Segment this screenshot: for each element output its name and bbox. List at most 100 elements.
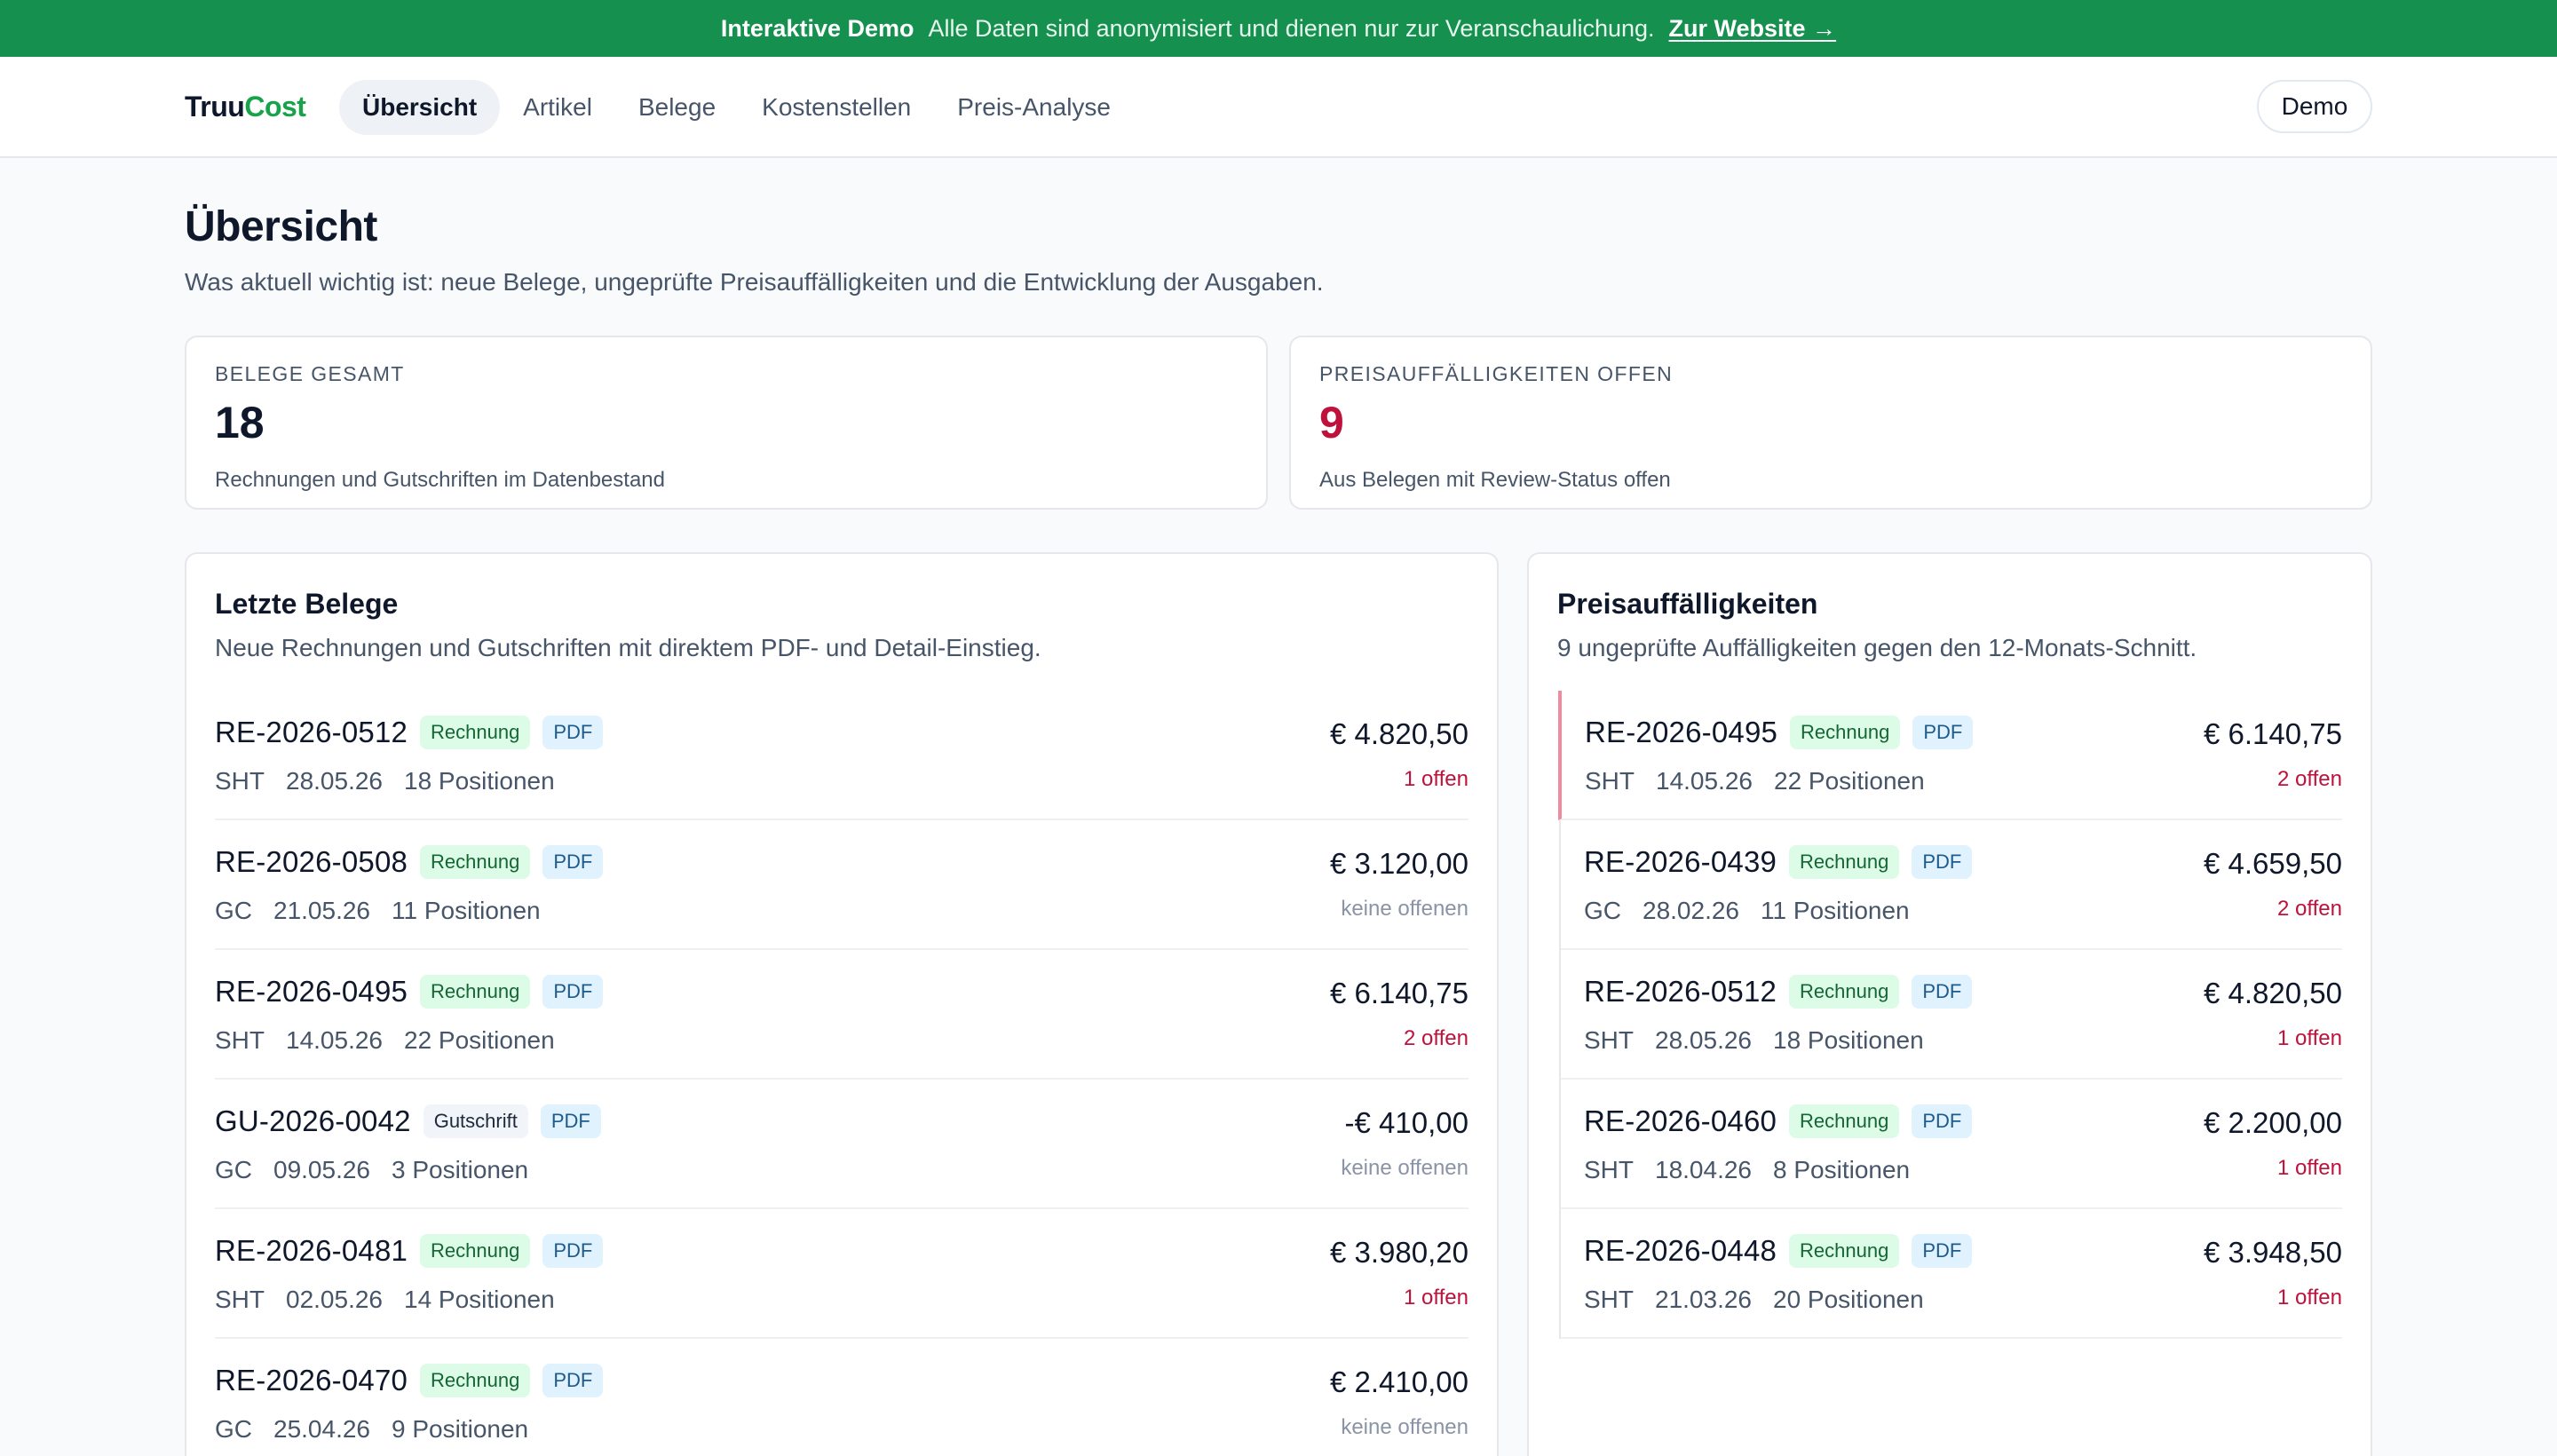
- document-row[interactable]: GU-2026-0042 Gutschrift PDF GC 09.05.26 3 Pos…: [215, 1080, 1468, 1209]
- document-meta: GC 28.02.26 11 Positionen: [1584, 897, 1910, 925]
- open-count: 1 offen: [2277, 1286, 2342, 1310]
- document-amount: € 4.659,50: [2204, 847, 2342, 880]
- document-id[interactable]: RE-2026-0439: [1584, 845, 1777, 878]
- open-count: 1 offen: [2277, 1156, 2342, 1180]
- document-header: RE-2026-0448 Rechnung PDF: [1584, 1234, 1973, 1268]
- top-navigation: TruuCost Übersicht Artikel Belege Kosten…: [0, 57, 2557, 158]
- document-row[interactable]: RE-2026-0495 Rechnung PDF SHT 14.05.26 22 Pos…: [215, 950, 1468, 1080]
- price-anomalies-panel: Preisauffälligkeiten 9 ungeprüfte Auffäl…: [1527, 552, 2372, 1456]
- open-count: 1 offen: [2277, 1026, 2342, 1050]
- website-link[interactable]: Zur Website →: [1668, 14, 1837, 42]
- document-meta: SHT 14.05.26 22 Positionen: [215, 1026, 555, 1055]
- price-anomalies-list: RE-2026-0495 Rechnung PDF SHT 14.05.26 22 Pos…: [1558, 691, 2342, 1339]
- pdf-badge[interactable]: PDF: [542, 1234, 604, 1268]
- position-count: 14 Positionen: [404, 1286, 555, 1313]
- document-id[interactable]: RE-2026-0481: [215, 1234, 408, 1267]
- nav-item-artikel[interactable]: Artikel: [523, 93, 592, 121]
- document-header: RE-2026-0508 Rechnung PDF: [215, 845, 604, 879]
- pdf-badge[interactable]: PDF: [542, 845, 604, 879]
- document-type-badge: Rechnung: [420, 845, 531, 879]
- position-count: 20 Positionen: [1773, 1286, 1924, 1313]
- document-amount: € 6.140,75: [2204, 717, 2342, 750]
- supplier-code: GC: [215, 1415, 252, 1443]
- document-header: RE-2026-0439 Rechnung PDF: [1584, 845, 1973, 879]
- pdf-badge[interactable]: PDF: [542, 975, 604, 1009]
- document-id[interactable]: RE-2026-0512: [215, 716, 408, 748]
- panel-title: Letzte Belege: [215, 588, 399, 620]
- document-row[interactable]: RE-2026-0439 Rechnung PDF GC 28.02.26 11 Posi…: [1561, 820, 2342, 950]
- supplier-code: SHT: [215, 767, 265, 795]
- pdf-badge[interactable]: PDF: [540, 1104, 601, 1138]
- nav-item-uebersicht[interactable]: Übersicht: [339, 80, 501, 135]
- pdf-badge[interactable]: PDF: [1912, 716, 1974, 749]
- document-id[interactable]: RE-2026-0495: [215, 975, 408, 1008]
- document-date: 02.05.26: [286, 1286, 383, 1313]
- pdf-badge[interactable]: PDF: [1912, 1104, 1973, 1138]
- document-header: GU-2026-0042 Gutschrift PDF: [215, 1104, 601, 1138]
- document-amount: € 6.140,75: [1330, 977, 1468, 1009]
- stat-value: 9: [1319, 398, 1344, 447]
- recent-documents-list: RE-2026-0512 Rechnung PDF SHT 28.05.26 18 Pos…: [215, 691, 1468, 1456]
- pdf-badge[interactable]: PDF: [1912, 1234, 1973, 1268]
- document-id[interactable]: RE-2026-0448: [1584, 1234, 1777, 1267]
- banner-text: Alle Daten sind anonymisiert und dienen …: [928, 14, 1655, 42]
- stat-label: PREISAUFFÄLLIGKEITEN OFFEN: [1319, 362, 1674, 385]
- document-row[interactable]: RE-2026-0481 Rechnung PDF SHT 02.05.26 14 Pos…: [215, 1209, 1468, 1339]
- supplier-code: GC: [1584, 897, 1621, 924]
- stat-description: Rechnungen und Gutschriften im Datenbest…: [215, 468, 665, 492]
- position-count: 9 Positionen: [392, 1415, 529, 1443]
- document-row[interactable]: RE-2026-0460 Rechnung PDF SHT 18.04.26 8 Posi…: [1561, 1080, 2342, 1209]
- document-meta: GC 25.04.26 9 Positionen: [215, 1415, 528, 1444]
- document-row[interactable]: RE-2026-0512 Rechnung PDF SHT 28.05.26 18 Pos…: [1561, 950, 2342, 1080]
- document-row[interactable]: RE-2026-0470 Rechnung PDF GC 25.04.26 9 Posit…: [215, 1339, 1468, 1456]
- recent-documents-panel: Letzte Belege Neue Rechnungen und Gutsch…: [185, 552, 1499, 1456]
- document-id[interactable]: RE-2026-0495: [1585, 716, 1778, 748]
- stat-label: BELEGE GESAMT: [215, 362, 405, 385]
- nav-item-preis-analyse[interactable]: Preis-Analyse: [957, 93, 1111, 121]
- nav-item-kostenstellen[interactable]: Kostenstellen: [762, 93, 912, 121]
- document-header: RE-2026-0495 Rechnung PDF: [215, 975, 604, 1009]
- panel-title: Preisauffälligkeiten: [1557, 588, 1818, 620]
- pdf-badge[interactable]: PDF: [1912, 845, 1973, 879]
- demo-button[interactable]: Demo: [2257, 80, 2372, 133]
- document-amount: € 3.948,50: [2204, 1236, 2342, 1269]
- supplier-code: GC: [215, 1156, 252, 1183]
- brand-logo[interactable]: TruuCost: [185, 91, 306, 123]
- document-date: 25.04.26: [273, 1415, 370, 1443]
- document-id[interactable]: RE-2026-0470: [215, 1364, 408, 1397]
- document-row[interactable]: RE-2026-0512 Rechnung PDF SHT 28.05.26 18 Pos…: [215, 691, 1468, 820]
- supplier-code: GC: [215, 897, 252, 924]
- nav-item-belege[interactable]: Belege: [637, 93, 716, 121]
- document-date: 14.05.26: [1656, 767, 1753, 795]
- document-header: RE-2026-0495 Rechnung PDF: [1585, 716, 1974, 749]
- document-amount: € 2.410,00: [1330, 1365, 1468, 1398]
- document-id[interactable]: RE-2026-0460: [1584, 1104, 1777, 1137]
- pdf-badge[interactable]: PDF: [1912, 975, 1973, 1009]
- document-date: 28.02.26: [1643, 897, 1739, 924]
- document-type-badge: Rechnung: [420, 716, 531, 749]
- document-row[interactable]: RE-2026-0448 Rechnung PDF SHT 21.03.26 20 Pos…: [1561, 1209, 2342, 1339]
- document-row[interactable]: RE-2026-0495 Rechnung PDF SHT 14.05.26 22 Pos…: [1558, 691, 2342, 820]
- pdf-badge[interactable]: PDF: [542, 716, 604, 749]
- document-date: 28.05.26: [1655, 1026, 1752, 1054]
- document-id[interactable]: RE-2026-0508: [215, 845, 408, 878]
- position-count: 11 Positionen: [1761, 897, 1910, 924]
- document-id[interactable]: GU-2026-0042: [215, 1104, 411, 1137]
- document-header: RE-2026-0460 Rechnung PDF: [1584, 1104, 1973, 1138]
- supplier-code: SHT: [215, 1026, 265, 1054]
- banner-title: Interaktive Demo: [720, 14, 914, 42]
- document-header: RE-2026-0481 Rechnung PDF: [215, 1234, 604, 1268]
- panel-subtitle: Neue Rechnungen und Gutschriften mit dir…: [215, 634, 1041, 661]
- open-count: 1 offen: [1404, 767, 1468, 791]
- brand-part-2: Cost: [244, 91, 306, 123]
- document-row[interactable]: RE-2026-0508 Rechnung PDF GC 21.05.26 11 Posi…: [215, 820, 1468, 950]
- position-count: 22 Positionen: [1774, 767, 1925, 795]
- document-header: RE-2026-0512 Rechnung PDF: [215, 716, 604, 749]
- document-date: 21.05.26: [273, 897, 370, 924]
- open-count: keine offenen: [1341, 1415, 1468, 1439]
- pdf-badge[interactable]: PDF: [542, 1364, 604, 1397]
- document-meta: SHT 28.05.26 18 Positionen: [1584, 1026, 1924, 1055]
- document-header: RE-2026-0470 Rechnung PDF: [215, 1364, 604, 1397]
- position-count: 8 Positionen: [1773, 1156, 1911, 1183]
- document-id[interactable]: RE-2026-0512: [1584, 975, 1777, 1008]
